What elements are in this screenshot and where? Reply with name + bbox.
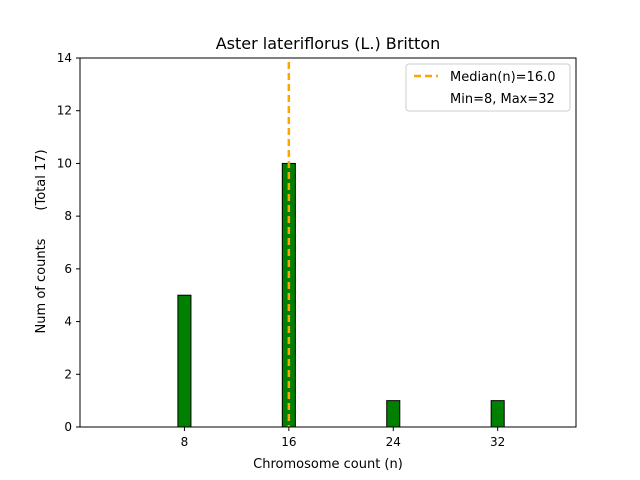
y-tick-label: 4 [64,315,72,329]
x-tick-label: 8 [181,435,189,449]
y-tick-label: 0 [64,420,72,434]
y-tick-label: 6 [64,262,72,276]
y-axis-ticks: 0 2 4 6 8 10 12 14 [57,51,80,434]
y-tick-label: 2 [64,367,72,381]
x-tick-label: 24 [386,435,401,449]
y-tick-label: 12 [57,104,72,118]
bar-32 [490,400,505,428]
y-tick-label: 10 [57,156,72,170]
legend-median-label: Median(n)=16.0 [450,70,556,85]
y-axis-label: Num of counts [34,238,49,333]
plot-frame [79,57,577,428]
y-axis-total-label: (Total 17) [34,149,49,210]
x-axis-label: Chromosome count (n) [253,457,403,472]
legend-box [405,63,571,112]
legend-minmax-label: Min=8, Max=32 [450,92,555,107]
y-tick-label: 14 [57,51,72,65]
chart-title: Aster lateriflorus (L.) Britton [216,34,441,53]
legend: Median(n)=16.0 Min=8, Max=32 [405,63,571,112]
y-tick-label: 8 [64,209,72,223]
x-axis-ticks: 8 16 24 32 [181,427,505,449]
bar-8 [177,294,192,428]
x-tick-label: 32 [490,435,505,449]
bar-24 [386,400,401,428]
bars [119,162,537,428]
x-tick-label: 16 [281,435,296,449]
